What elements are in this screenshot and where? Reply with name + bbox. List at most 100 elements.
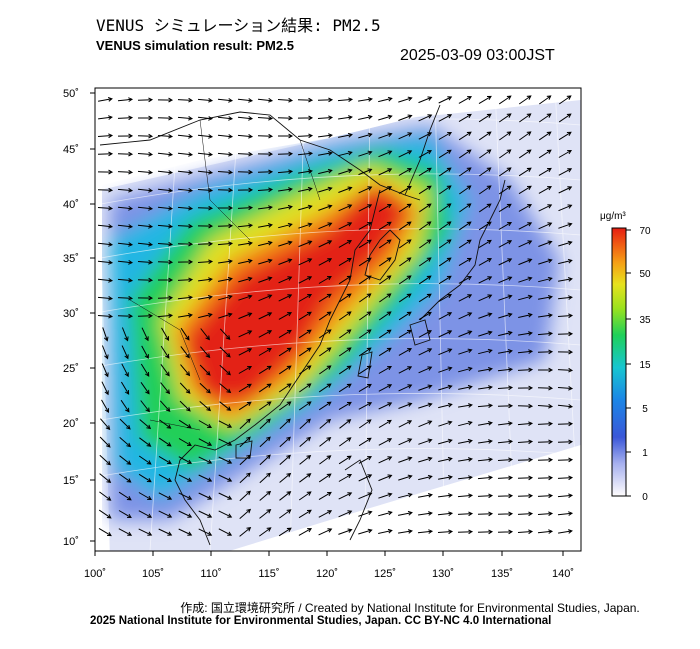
wind-arrow: [219, 328, 231, 340]
wind-arrow: [237, 151, 254, 157]
wind-arrow: [398, 168, 412, 176]
taiwan: [357, 351, 373, 379]
wind-arrow: [278, 276, 293, 284]
wind-arrow: [99, 473, 112, 484]
wind-arrow: [278, 240, 293, 247]
wind-arrow: [378, 186, 393, 194]
wind-arrow: [118, 528, 133, 536]
wind-arrow: [418, 114, 433, 122]
wind-arrow: [278, 383, 292, 393]
wind-arrow: [498, 294, 513, 301]
pm25-map[interactable]: 50˚ 45˚ 40˚ 35˚ 30˚ 25˚ 20˚ 15˚ 10˚ 100˚ 105˚ 110˚…: [0, 0, 700, 600]
wind-arrow: [197, 116, 214, 121]
wind-arrow: [398, 185, 412, 195]
wind-arrow: [259, 490, 272, 501]
wind-arrow: [298, 204, 313, 211]
wind-arrow: [398, 311, 412, 321]
wind-arrow: [538, 240, 553, 247]
wind-arrow: [257, 97, 274, 103]
wind-arrow: [478, 258, 492, 266]
wind-arrow: [497, 475, 514, 481]
wind-arrow: [278, 329, 292, 339]
wind-arrow: [217, 116, 234, 121]
wind-arrow: [497, 367, 514, 372]
wind-arrow: [217, 98, 234, 103]
wind-arrow: [478, 330, 493, 337]
wind-arrow: [518, 95, 532, 105]
wind-arrow: [258, 294, 273, 302]
wind-arrow: [318, 204, 333, 211]
wind-arrow: [218, 492, 233, 500]
wind-arrow: [259, 454, 271, 466]
wind-arrow: [318, 275, 332, 284]
wind-arrow: [137, 97, 154, 103]
wind-arrow: [218, 510, 233, 518]
wind-arrow: [277, 97, 294, 103]
wind-arrow: [117, 259, 134, 265]
wind-arrow: [438, 366, 453, 373]
wind-arrow: [217, 187, 234, 193]
wind-arrow: [157, 241, 174, 247]
wind-arrow: [557, 493, 574, 499]
wind-arrow: [358, 132, 373, 139]
wind-arrow: [458, 131, 472, 141]
wind-arrow: [98, 509, 112, 519]
wind-arrow: [239, 454, 251, 466]
wind-arrow: [438, 493, 453, 498]
wind-arrow: [418, 132, 433, 140]
wind-arrow: [197, 134, 214, 139]
wind-arrow: [557, 475, 574, 481]
wind-arrow: [297, 151, 314, 156]
wind-arrow: [278, 347, 292, 357]
wind-arrow: [398, 114, 413, 121]
wind-arrow: [120, 399, 130, 413]
wind-arrow: [218, 420, 233, 428]
wind-arrow: [237, 205, 254, 211]
wind-arrow: [177, 115, 194, 121]
wind-arrow: [97, 133, 114, 139]
wind-arrow: [298, 293, 313, 302]
wind-arrow: [258, 223, 273, 228]
wind-arrow: [479, 149, 492, 159]
wind-arrow: [478, 385, 493, 390]
credit-line: 作成: 国立環境研究所 / Created by National Instit…: [180, 601, 640, 615]
wind-arrow: [278, 258, 293, 265]
wind-arrow: [239, 508, 252, 519]
wind-arrow: [378, 96, 393, 103]
longitude-labels: 100˚ 105˚ 110˚ 115˚ 120˚ 125˚ 130˚ 135˚ 140˚: [84, 551, 574, 580]
lon-tick-label: 100˚: [84, 568, 106, 580]
wind-arrow: [497, 403, 514, 409]
wind-arrow: [419, 239, 432, 249]
wind-arrow: [158, 455, 172, 465]
wind-arrow: [258, 240, 273, 247]
wind-arrow: [458, 312, 473, 320]
wind-arrow: [458, 330, 473, 338]
wind-arrow: [299, 418, 311, 430]
wind-arrow: [458, 366, 473, 373]
wind-arrow: [318, 240, 333, 248]
wind-arrow: [378, 347, 392, 357]
wind-arrow: [299, 454, 312, 465]
wind-arrow: [157, 133, 174, 139]
wind-arrow: [158, 528, 173, 536]
wind-arrow: [218, 276, 233, 282]
wind-arrow: [458, 420, 473, 427]
wind-arrow: [318, 329, 332, 339]
wind-arrow: [258, 347, 272, 356]
wind-arrow: [298, 186, 313, 192]
wind-arrow: [497, 511, 514, 517]
wind-arrow: [417, 529, 434, 534]
wind-arrow: [197, 259, 214, 265]
wind-arrow: [177, 295, 194, 300]
wind-arrow: [438, 96, 453, 104]
wind-arrow: [358, 402, 373, 410]
colorbar-ticks: 70 50 35 15 5 1 0: [626, 226, 651, 503]
wind-arrow: [499, 149, 512, 159]
wind-arrow: [437, 529, 454, 535]
wind-arrow: [498, 421, 513, 426]
wind-arrow: [538, 131, 552, 141]
wind-arrow: [298, 491, 312, 501]
wind-arrow: [538, 222, 553, 230]
wind-arrow: [198, 277, 213, 282]
wind-arrow: [378, 419, 392, 429]
